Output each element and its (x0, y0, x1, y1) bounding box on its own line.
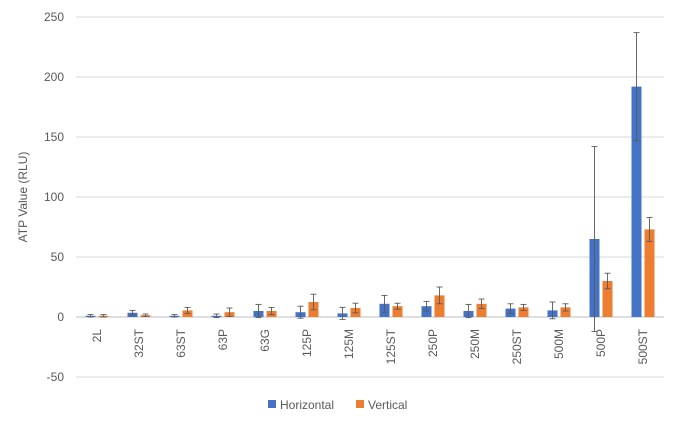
x-tick-label: 2L (90, 329, 104, 343)
error-bar (129, 309, 136, 316)
error-bar (646, 216, 653, 242)
y-axis-ticks: -50 0 50 100 150 200 250 (44, 10, 64, 384)
x-tick-label: 250M (468, 329, 482, 359)
error-bars (87, 32, 653, 332)
x-tick-label: 250ST (510, 328, 524, 364)
y-tick-label: 50 (51, 250, 65, 264)
x-tick-label: 125P (300, 329, 314, 357)
bar-vertical-125ST (392, 306, 403, 317)
x-axis-ticks: 2L 32ST 63ST 63P 63G 125P 125M 125ST 250P 250M 250… (90, 328, 650, 364)
legend[interactable]: Horizontal Vertical (268, 398, 407, 412)
y-tick-label: -50 (47, 370, 65, 384)
x-tick-label: 125M (342, 329, 356, 359)
x-tick-label: 500P (594, 329, 608, 357)
bar-vertical-500ST (644, 229, 655, 317)
error-bar (171, 314, 178, 318)
bar-vertical-250ST (518, 307, 529, 317)
error-bar (310, 293, 317, 311)
error-bar (297, 305, 304, 319)
error-bar (142, 313, 149, 317)
bar-vertical-250P (434, 295, 445, 317)
bar-horizontal-250P (421, 306, 432, 317)
bar-vertical-250M (476, 303, 487, 317)
error-bar (478, 298, 485, 310)
error-bar (184, 306, 191, 314)
x-tick-label: 250P (426, 329, 440, 357)
error-bar (423, 300, 430, 312)
error-bar (87, 314, 94, 318)
x-tick-label: 63ST (174, 328, 188, 357)
error-bar (591, 146, 598, 332)
legend-item-horizontal[interactable]: Horizontal (268, 398, 334, 412)
x-tick-label: 63P (216, 329, 230, 350)
error-bar (268, 306, 275, 316)
bar-vertical-500P (602, 281, 613, 317)
error-bar (339, 306, 346, 320)
error-bar (520, 303, 527, 311)
error-bar (604, 272, 611, 290)
error-bar (436, 286, 443, 305)
y-tick-label: 250 (44, 10, 64, 24)
y-tick-label: 200 (44, 70, 64, 84)
error-bar (352, 302, 359, 314)
error-bar (226, 307, 233, 317)
x-tick-label: 500M (552, 329, 566, 359)
error-bar (549, 301, 556, 320)
x-tick-label: 500ST (636, 328, 650, 364)
error-bar (100, 314, 107, 318)
error-bar (562, 303, 569, 312)
legend-label: Vertical (368, 398, 407, 412)
error-bar (213, 313, 220, 319)
legend-swatch (268, 400, 276, 408)
x-tick-label: 32ST (132, 328, 146, 357)
legend-label: Horizontal (280, 398, 334, 412)
bar-vertical-500M (560, 307, 571, 317)
y-tick-label: 100 (44, 190, 64, 204)
error-bar (255, 303, 262, 319)
x-tick-label: 63G (258, 329, 272, 352)
bar-horizontal-500ST (631, 86, 642, 317)
error-bar (633, 32, 640, 142)
x-tick-label: 125ST (384, 328, 398, 364)
legend-item-vertical[interactable]: Vertical (356, 398, 407, 412)
error-bar (465, 303, 472, 319)
error-bar (381, 294, 388, 313)
error-bar (394, 302, 401, 310)
y-axis-title: ATP Value (RLU) (16, 152, 30, 243)
legend-swatch (356, 400, 364, 408)
y-tick-label: 0 (57, 310, 64, 324)
error-bar (507, 303, 514, 314)
y-tick-label: 150 (44, 130, 64, 144)
